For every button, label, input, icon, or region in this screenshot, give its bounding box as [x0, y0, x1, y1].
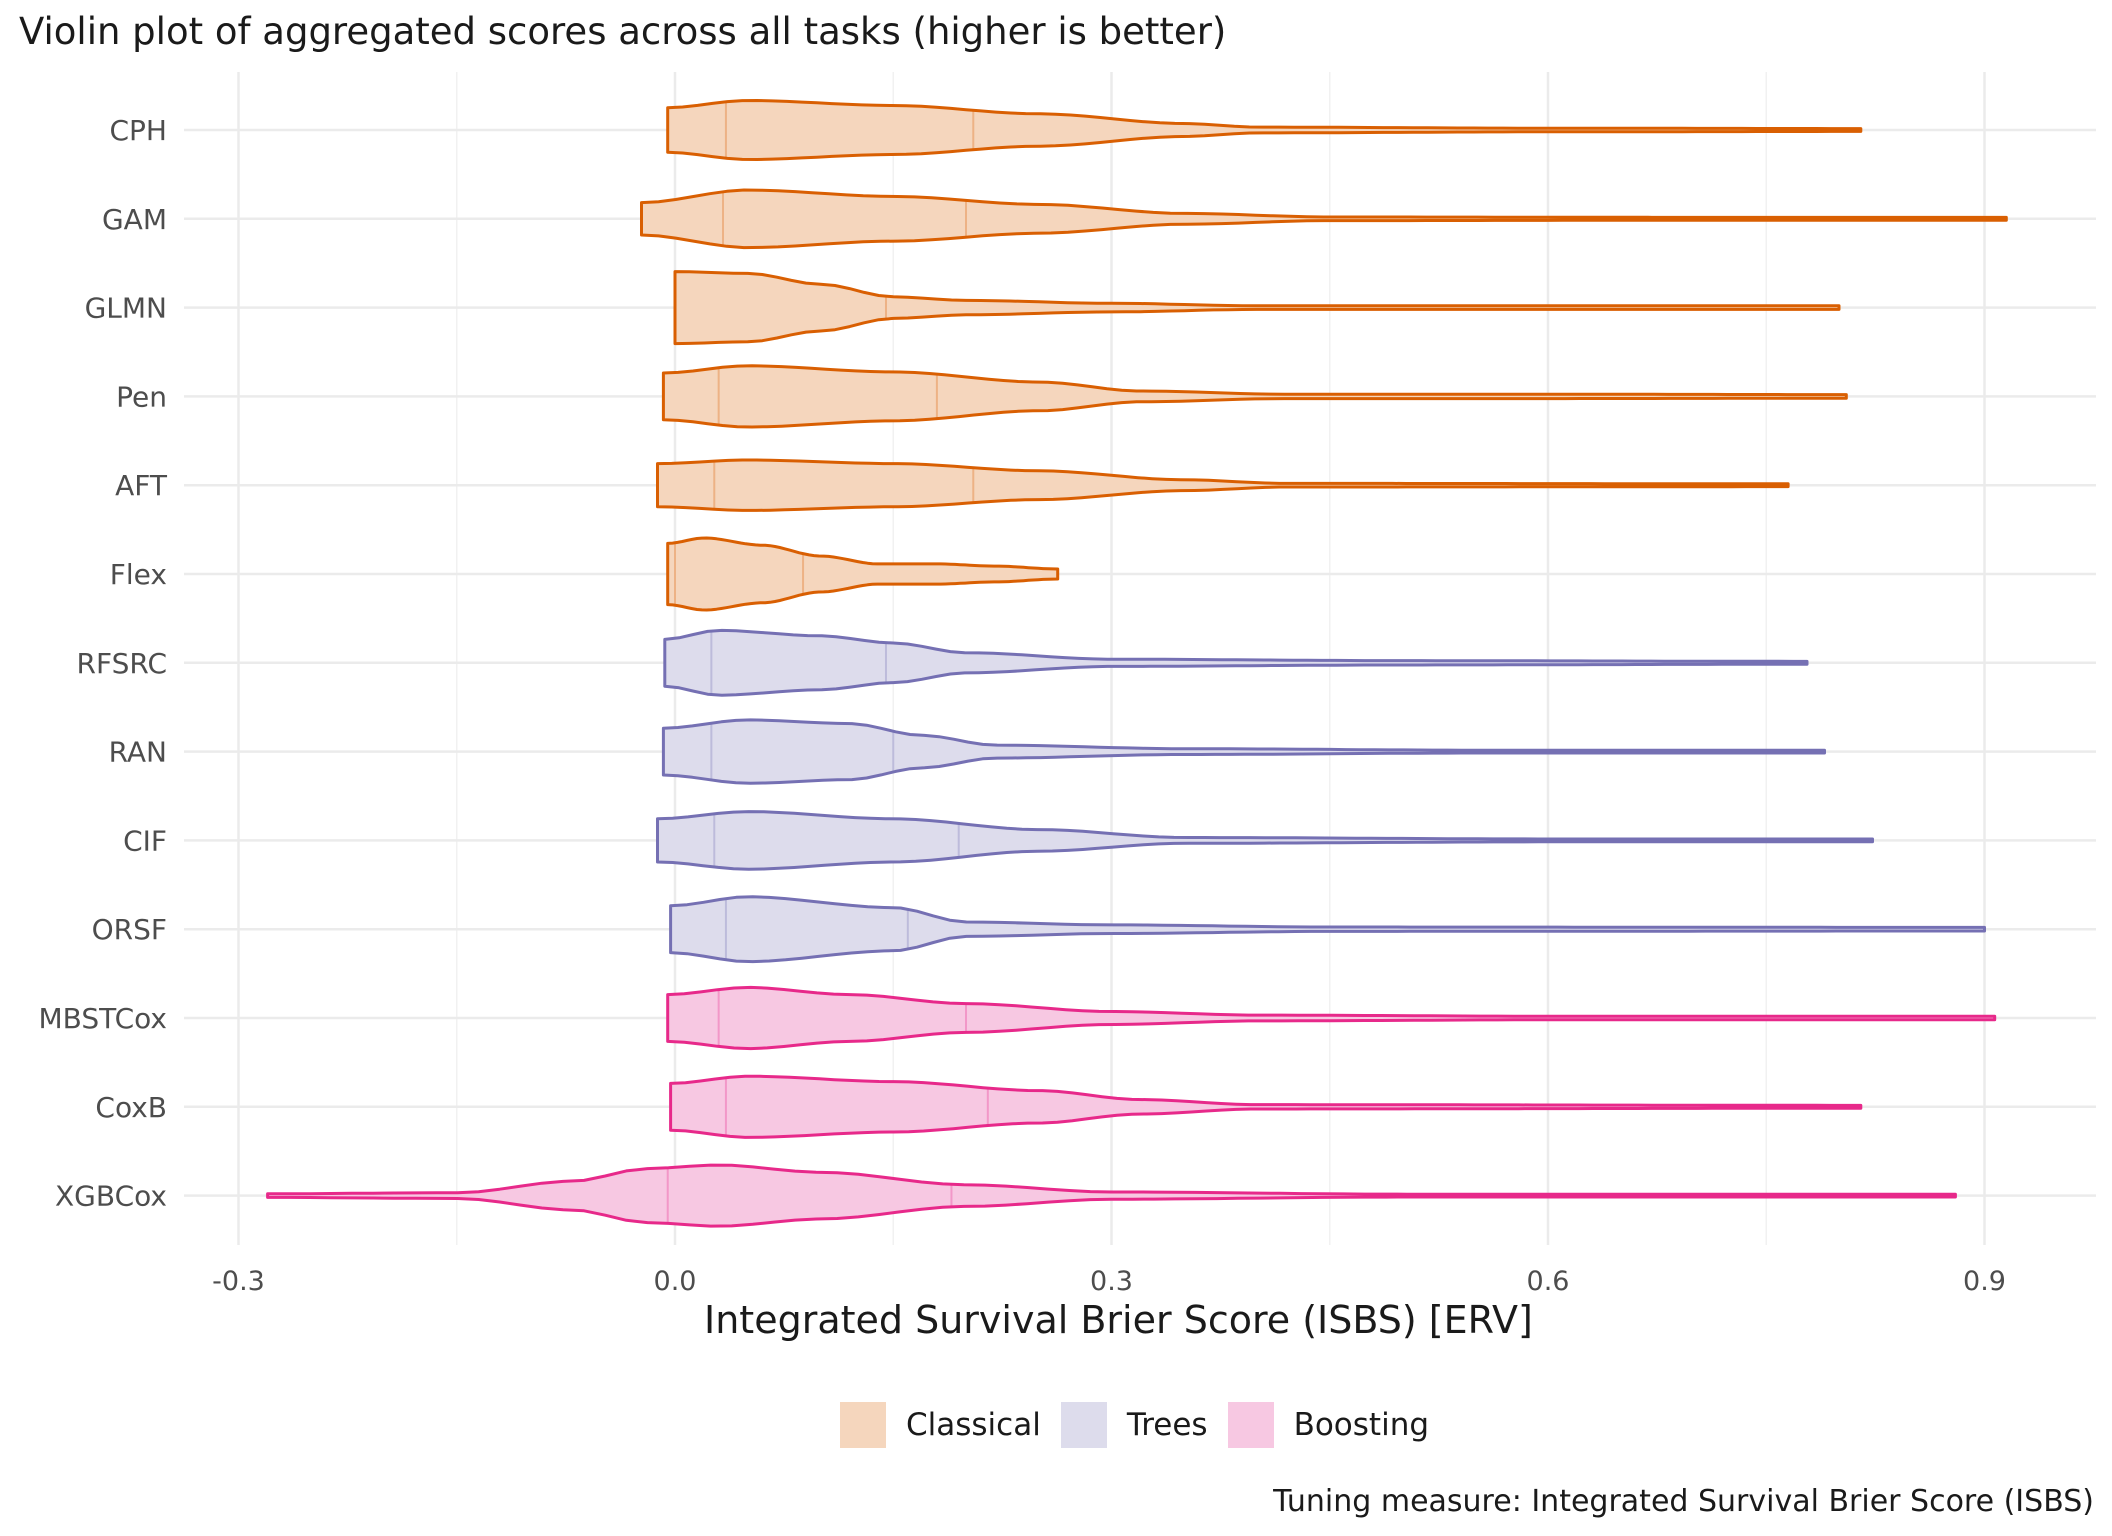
legend-swatch-boosting: [1227, 1402, 1274, 1448]
legend-item-boosting: Boosting: [1227, 1402, 1430, 1448]
y-tick-label: RAN: [109, 736, 167, 769]
y-tick-label: GAM: [102, 203, 167, 236]
x-axis-label: Integrated Survival Brier Score (ISBS) […: [704, 1298, 1533, 1342]
y-tick-label: GLMN: [85, 292, 167, 325]
x-tick-label: 0.6: [1527, 1266, 1570, 1297]
legend-swatch-trees: [1060, 1402, 1107, 1448]
violin-aft: [656, 458, 1790, 512]
minor-gridlines: [456, 72, 1767, 1245]
y-tick-label: Pen: [116, 380, 167, 413]
x-tick-label: 0.9: [1963, 1266, 2006, 1297]
violin-ran: [661, 718, 1826, 785]
legend-label-boosting: Boosting: [1293, 1407, 1430, 1443]
violin-pen: [661, 364, 1848, 429]
legend-item-classical: Classical: [840, 1402, 1041, 1448]
violin-cph: [666, 99, 1863, 161]
x-tick-label: -0.3: [212, 1266, 265, 1297]
y-tick-label: CIF: [123, 824, 167, 857]
legend: Classical Trees Boosting: [840, 1402, 1449, 1448]
y-tick-label: CoxB: [95, 1091, 167, 1124]
legend-label-classical: Classical: [906, 1407, 1041, 1443]
violin-glmn: [673, 270, 1841, 346]
violin-mbstcox: [666, 985, 1997, 1051]
y-tick-label: XGBCox: [55, 1180, 167, 1213]
y-tick-label: AFT: [115, 469, 168, 502]
chart-title: Violin plot of aggregated scores across …: [19, 10, 1227, 53]
violin-rfsrc: [663, 628, 1809, 697]
legend-swatch-classical: [840, 1402, 886, 1448]
legend-label-trees: Trees: [1126, 1407, 1208, 1443]
violin-xgbcox: [266, 1163, 1957, 1228]
y-tick-labels: CPH GAM GLMN Pen AFT Flex RFSRC RAN CIF ORSF MBSTC…: [38, 114, 167, 1213]
violin-coxb: [669, 1074, 1863, 1139]
x-tick-labels: -0.3 0.0 0.3 0.6 0.9: [212, 1266, 2006, 1297]
violin-orsf: [669, 895, 1986, 964]
y-tick-label: MBSTCox: [38, 1002, 167, 1035]
violins: [266, 99, 2008, 1228]
violin-gam: [640, 188, 2008, 250]
y-tick-label: CPH: [110, 114, 168, 147]
y-tick-label: Flex: [110, 558, 167, 591]
chart-caption: Tuning measure: Integrated Survival Brie…: [1273, 1484, 2094, 1519]
violin-cif: [656, 810, 1874, 871]
y-tick-label: ORSF: [92, 913, 167, 946]
violin-flex: [666, 536, 1060, 612]
legend-item-trees: Trees: [1060, 1402, 1208, 1448]
x-tick-label: 0.0: [654, 1266, 697, 1297]
y-tick-label: RFSRC: [77, 647, 167, 680]
x-tick-label: 0.3: [1090, 1266, 1133, 1297]
